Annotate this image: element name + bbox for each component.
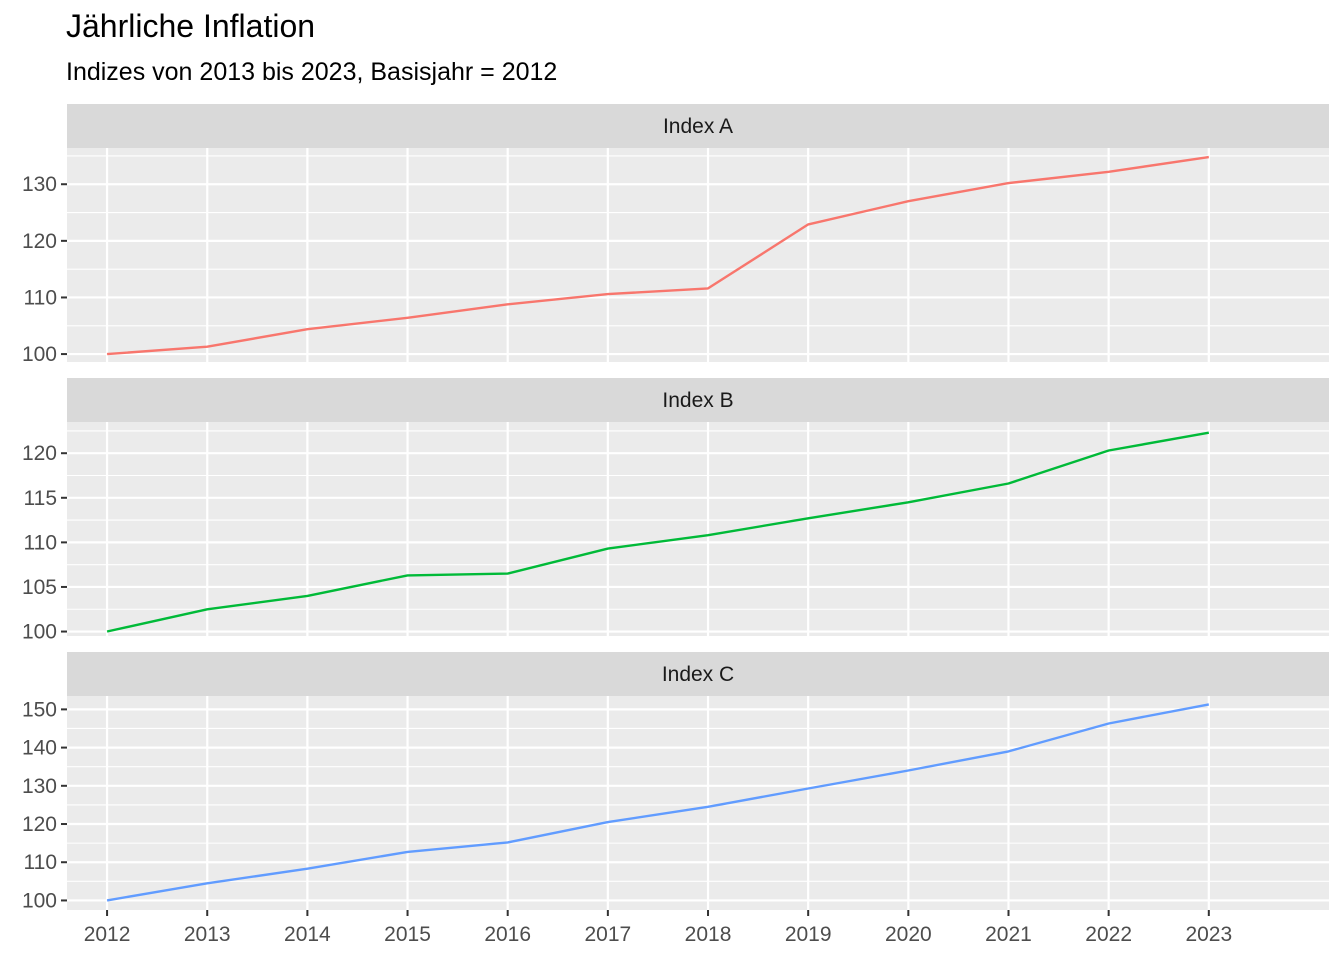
y-tick-label: 140: [22, 737, 57, 760]
y-tick-label: 130: [22, 775, 57, 798]
x-tick-label: 2023: [1185, 923, 1232, 946]
y-tick-label: 100: [22, 343, 57, 366]
x-tick-label: 2014: [284, 923, 331, 946]
x-tick-label: 2018: [685, 923, 732, 946]
facet-strip-label: Index C: [662, 663, 734, 686]
x-tick-label: 2017: [584, 923, 631, 946]
x-tick-label: 2013: [184, 923, 231, 946]
x-tick-label: 2022: [1085, 923, 1132, 946]
facet-strip: [67, 652, 1329, 696]
facet-strip-label: Index B: [662, 389, 733, 412]
facet-strip: [67, 378, 1329, 422]
x-tick-label: 2020: [885, 923, 932, 946]
x-tick-label: 2019: [785, 923, 832, 946]
chart-subtitle: Indizes von 2013 bis 2023, Basisjahr = 2…: [66, 58, 558, 86]
y-tick-label: 105: [22, 576, 57, 599]
x-tick-label: 2015: [384, 923, 431, 946]
y-tick-label: 115: [24, 487, 57, 510]
x-tick-label: 2012: [84, 923, 131, 946]
series-line: [106, 431, 1210, 633]
y-tick-label: 130: [22, 173, 57, 196]
y-tick-label: 100: [22, 621, 57, 644]
series-line: [107, 155, 1209, 356]
facet-strip-label: Index A: [663, 115, 733, 138]
facet-strip: [67, 104, 1329, 148]
y-tick-label: 150: [22, 698, 57, 721]
y-tick-label: 110: [24, 851, 57, 874]
y-tick-label: 120: [22, 442, 57, 465]
panel-background: [67, 696, 1329, 910]
y-tick-label: 100: [22, 889, 57, 912]
y-tick-label: 120: [22, 813, 57, 836]
y-tick-label: 120: [22, 230, 57, 253]
x-tick-label: 2021: [985, 923, 1032, 946]
y-tick-label: 110: [24, 286, 57, 309]
series-line: [106, 703, 1210, 902]
y-tick-label: 110: [24, 531, 57, 554]
panel-background: [67, 148, 1329, 362]
chart-title: Jährliche Inflation: [66, 8, 316, 44]
x-tick-label: 2016: [484, 923, 531, 946]
